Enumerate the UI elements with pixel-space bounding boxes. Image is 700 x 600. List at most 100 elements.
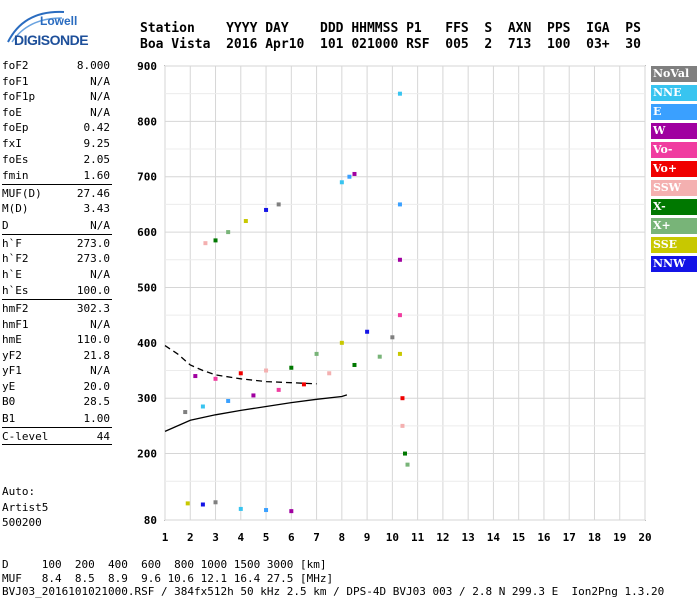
x-tick-label: 3	[212, 531, 219, 544]
param-value: N/A	[90, 218, 110, 232]
legend-item: X-	[651, 199, 697, 215]
param-value: 21.8	[83, 348, 111, 362]
x-tick-label: 5	[263, 531, 270, 544]
echo-point	[226, 398, 231, 403]
echo-point	[400, 396, 405, 401]
param-value: 302.3	[76, 301, 110, 315]
param-value: 2.05	[83, 152, 111, 166]
echo-point	[289, 365, 294, 370]
polarization-legend: NoVal NNE E W Vo- Vo+ SSW X- X+ SSE NNW	[651, 66, 697, 275]
echo-point	[390, 335, 395, 340]
echo-point	[238, 506, 243, 511]
echo-point	[403, 451, 407, 456]
echo-point	[314, 351, 319, 356]
echo-point	[193, 374, 198, 379]
param-value: N/A	[90, 317, 110, 331]
param-value: 273.0	[76, 252, 110, 266]
param-label: foEs	[2, 152, 29, 166]
param-row: foF1p N/A	[2, 89, 112, 105]
y-tick-label: 500	[137, 281, 157, 294]
param-value: 8.000	[76, 59, 110, 72]
echo-point	[203, 241, 208, 246]
param-label: h`F	[2, 236, 22, 250]
x-tick-label: 7	[313, 531, 320, 544]
legend-item: W	[651, 123, 697, 139]
param-row: fmin 1.60	[2, 168, 112, 185]
param-value: 28.5	[83, 395, 111, 409]
param-label: yF2	[2, 348, 22, 362]
x-tick-label: 6	[288, 531, 295, 544]
param-label: hmE	[2, 333, 22, 347]
echo-point	[251, 393, 256, 398]
param-label: h`E	[2, 267, 22, 281]
param-row: MUF(D) 27.46	[2, 186, 112, 202]
x-tick-label: 13	[462, 531, 475, 544]
echo-point	[327, 371, 332, 376]
echo-point	[213, 500, 218, 505]
param-row: foF2 8.000	[2, 58, 112, 74]
echo-point	[397, 313, 402, 318]
param-label: fxI	[2, 136, 22, 150]
param-value: N/A	[90, 74, 110, 88]
x-tick-label: 18	[588, 531, 601, 544]
y-tick-label: 300	[137, 392, 157, 405]
param-label: foE	[2, 105, 22, 119]
param-label: h`Es	[2, 284, 29, 298]
y-tick-label: 200	[137, 448, 157, 461]
param-row: hmE 110.0	[2, 332, 112, 348]
x-tick-label: 10	[386, 531, 399, 544]
param-label: M(D)	[2, 202, 29, 216]
profile-curve-solid	[164, 394, 348, 432]
profile-curve-dashed	[164, 345, 317, 385]
echo-point	[185, 501, 190, 506]
legend-item: Vo-	[651, 142, 697, 158]
param-value: 20.0	[83, 379, 111, 393]
echo-point	[339, 340, 344, 345]
param-label: B1	[2, 412, 16, 426]
x-tick-label: 15	[512, 531, 525, 544]
x-tick-label: 14	[487, 531, 501, 544]
param-row: B1 1.00	[2, 411, 112, 428]
param-row: h`F 273.0	[2, 236, 112, 252]
echo-point	[264, 368, 269, 373]
echo-point	[213, 376, 218, 381]
param-row: foEs 2.05	[2, 152, 112, 168]
footer-file-info: BVJ03_2016101021000.RSF / 384fx512h 50 k…	[2, 585, 665, 598]
echo-point	[200, 404, 205, 409]
param-row: foEp 0.42	[2, 120, 112, 136]
legend-item: X+	[651, 218, 697, 234]
param-value: 100.0	[76, 284, 110, 298]
header-values: Boa Vista 2016 Apr10 101 021000 RSF 005 …	[140, 37, 641, 52]
y-tick-label: 900	[137, 60, 157, 73]
x-tick-label: 19	[613, 531, 626, 544]
echo-point	[397, 202, 402, 207]
x-tick-label: 8	[339, 531, 346, 544]
param-label: hmF2	[2, 301, 29, 315]
echo-point	[289, 509, 294, 514]
y-tick-label: 600	[137, 226, 157, 239]
param-value: N/A	[90, 364, 110, 378]
echo-point	[352, 171, 357, 176]
echo-point	[397, 351, 402, 356]
param-row: h`F2 273.0	[2, 251, 112, 267]
param-label: foF1p	[2, 90, 36, 104]
param-value: 0.42	[83, 121, 111, 135]
param-label: hmF1	[2, 317, 29, 331]
param-label: fmin	[2, 169, 29, 183]
lowell-digisonde-logo: Lowell DIGISONDE	[4, 8, 124, 48]
x-tick-label: 16	[537, 531, 551, 544]
param-row: B0 28.5	[2, 394, 112, 410]
param-value: N/A	[90, 105, 110, 119]
x-tick-label: 17	[563, 531, 576, 544]
echo-point	[405, 462, 410, 467]
echo-point	[183, 410, 188, 415]
echo-point	[276, 202, 281, 207]
legend-item: Vo+	[651, 161, 697, 177]
param-row: yE 20.0	[2, 379, 112, 395]
echo-point	[397, 257, 402, 262]
echo-point	[347, 174, 352, 179]
artist-version: Artist5	[2, 500, 49, 514]
echo-point	[226, 230, 231, 235]
param-value: N/A	[90, 90, 110, 104]
